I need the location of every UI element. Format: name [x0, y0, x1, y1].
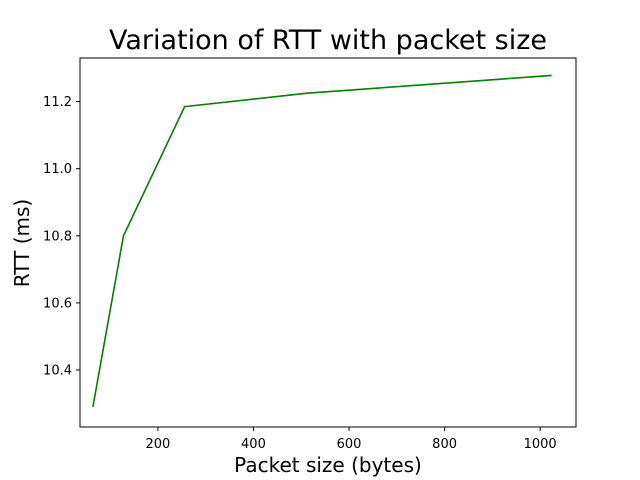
chart-title: Variation of RTT with packet size: [109, 25, 547, 56]
x-axis-ticks: 200 400 600 800 1000: [145, 427, 557, 452]
y-tick-label: 10.4: [43, 363, 72, 378]
y-tick-label: 10.6: [43, 296, 72, 311]
y-axis-ticks: 10.4 10.6 10.8 11.0 11.2: [43, 95, 80, 378]
x-tick-label: 1000: [524, 437, 557, 452]
x-tick-label: 800: [432, 437, 457, 452]
x-tick-label: 600: [337, 437, 362, 452]
y-tick-label: 10.8: [43, 229, 72, 244]
x-tick-label: 200: [145, 437, 170, 452]
plot-area: [92, 74, 552, 408]
axes-frame: [79, 57, 577, 428]
y-axis-label: RTT (ms): [10, 199, 34, 287]
x-tick-label: 400: [241, 437, 266, 452]
y-tick-label: 11.0: [43, 162, 72, 177]
x-axis-label: Packet size (bytes): [234, 453, 422, 477]
series-line-0: [92, 74, 552, 408]
y-tick-label: 11.2: [43, 95, 72, 110]
